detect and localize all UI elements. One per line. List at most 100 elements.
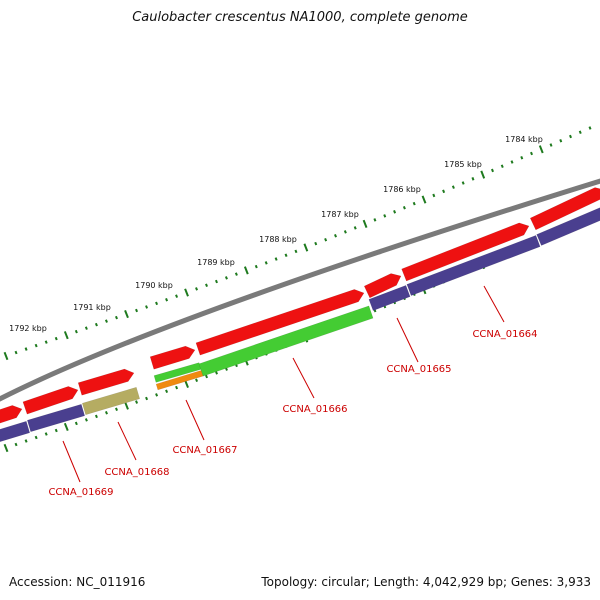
minor-tick	[500, 164, 504, 168]
locus-labels: CCNA_01664 CCNA_01665 CCNA_01666 CCNA_01667…	[48, 329, 537, 498]
minor-tick	[393, 210, 397, 214]
forward-cds-arrow	[195, 289, 365, 356]
major-tick	[3, 443, 9, 453]
minor-tick	[84, 326, 88, 330]
minor-tick	[84, 418, 88, 422]
minor-tick	[175, 385, 179, 390]
major-tick	[303, 243, 309, 252]
minor-tick	[461, 181, 465, 185]
scale-label: 1785 kbp	[444, 160, 482, 169]
reverse-strand-track	[0, 207, 600, 443]
label-leader-lines	[62, 285, 505, 483]
minor-tick	[234, 272, 238, 276]
minor-tick	[215, 279, 218, 284]
reverse-cds-bar	[406, 235, 541, 296]
minor-tick	[14, 350, 18, 355]
minor-tick	[155, 301, 159, 306]
minor-tick	[471, 177, 475, 181]
minor-tick	[44, 432, 48, 436]
minor-tick	[24, 439, 28, 443]
minor-tick	[559, 139, 563, 143]
minor-tick	[145, 305, 149, 309]
minor-tick	[578, 130, 582, 135]
label-leader-line	[185, 399, 205, 441]
minor-tick	[569, 134, 572, 139]
minor-tick	[530, 151, 534, 156]
map-title: Caulobacter crescentus NA1000, complete …	[132, 10, 468, 25]
minor-tick	[135, 308, 139, 313]
minor-tick	[195, 378, 199, 383]
forward-cds-arrow	[22, 386, 79, 415]
label-leader-line	[62, 440, 81, 483]
minor-tick	[510, 160, 514, 164]
accession-text: Accession: NC_011916	[9, 575, 146, 589]
reverse-cds-bar	[536, 207, 600, 246]
forward-cds-arrow	[401, 222, 530, 282]
scale-label: 1786 kbp	[383, 185, 421, 194]
minor-tick	[334, 234, 337, 238]
reverse-cds-bar	[368, 285, 411, 311]
minor-tick	[155, 393, 159, 397]
major-tick	[184, 288, 189, 297]
minor-tick	[314, 241, 318, 246]
major-tick	[3, 351, 9, 361]
genome-backbone	[0, 178, 600, 402]
major-tick	[362, 219, 368, 228]
minor-tick	[135, 400, 139, 404]
genome-summary-text: Topology: circular; Length: 4,042,929 bp…	[261, 575, 591, 589]
major-tick	[184, 379, 189, 389]
label-leader-line	[396, 317, 419, 363]
minor-tick	[104, 319, 108, 323]
minor-tick	[44, 340, 48, 344]
minor-tick	[145, 396, 149, 401]
locus-label: CCNA_01666	[282, 404, 347, 415]
forward-strand-track	[0, 187, 600, 424]
minor-tick	[74, 329, 78, 334]
misc-feature-bar	[81, 386, 141, 416]
scale-label: 1787 kbp	[321, 210, 359, 219]
major-tick	[538, 145, 544, 154]
minor-tick	[205, 283, 208, 287]
minor-tick	[195, 287, 199, 291]
minor-tick	[254, 264, 258, 269]
minor-tick	[94, 322, 98, 327]
locus-label: CCNA_01664	[472, 329, 537, 340]
label-leader-line	[483, 285, 505, 323]
minor-tick	[549, 143, 553, 147]
minor-tick	[520, 156, 524, 160]
forward-cds-arrow	[0, 405, 23, 424]
minor-tick	[215, 371, 218, 375]
locus-label: CCNA_01669	[48, 487, 113, 498]
minor-tick	[412, 201, 416, 206]
reverse-cds-bar	[0, 420, 31, 443]
forward-cds-arrow	[363, 273, 402, 299]
locus-label: CCNA_01667	[172, 445, 237, 456]
minor-tick	[175, 294, 179, 298]
minor-tick	[353, 226, 357, 230]
minor-tick	[274, 257, 278, 261]
major-tick	[63, 422, 69, 432]
minor-tick	[432, 193, 436, 198]
forward-cds-arrow	[77, 368, 135, 396]
minor-tick	[324, 237, 328, 242]
minor-tick	[343, 230, 347, 234]
minor-tick	[284, 253, 288, 257]
minor-tick	[74, 421, 78, 426]
major-tick	[124, 309, 129, 319]
minor-tick	[264, 261, 268, 265]
minor-tick	[94, 414, 98, 419]
minor-tick	[54, 428, 58, 433]
forward-cds-arrow	[149, 345, 196, 370]
minor-tick	[14, 442, 18, 447]
scale-label: 1788 kbp	[259, 235, 297, 244]
minor-tick	[383, 214, 387, 218]
scale-label: 1784 kbp	[505, 135, 543, 144]
minor-tick	[34, 435, 38, 440]
locus-label: CCNA_01668	[104, 467, 169, 478]
minor-tick	[224, 276, 228, 280]
major-tick	[421, 195, 427, 204]
major-tick	[63, 331, 69, 340]
minor-tick	[491, 168, 494, 173]
locus-label: CCNA_01665	[386, 364, 451, 375]
